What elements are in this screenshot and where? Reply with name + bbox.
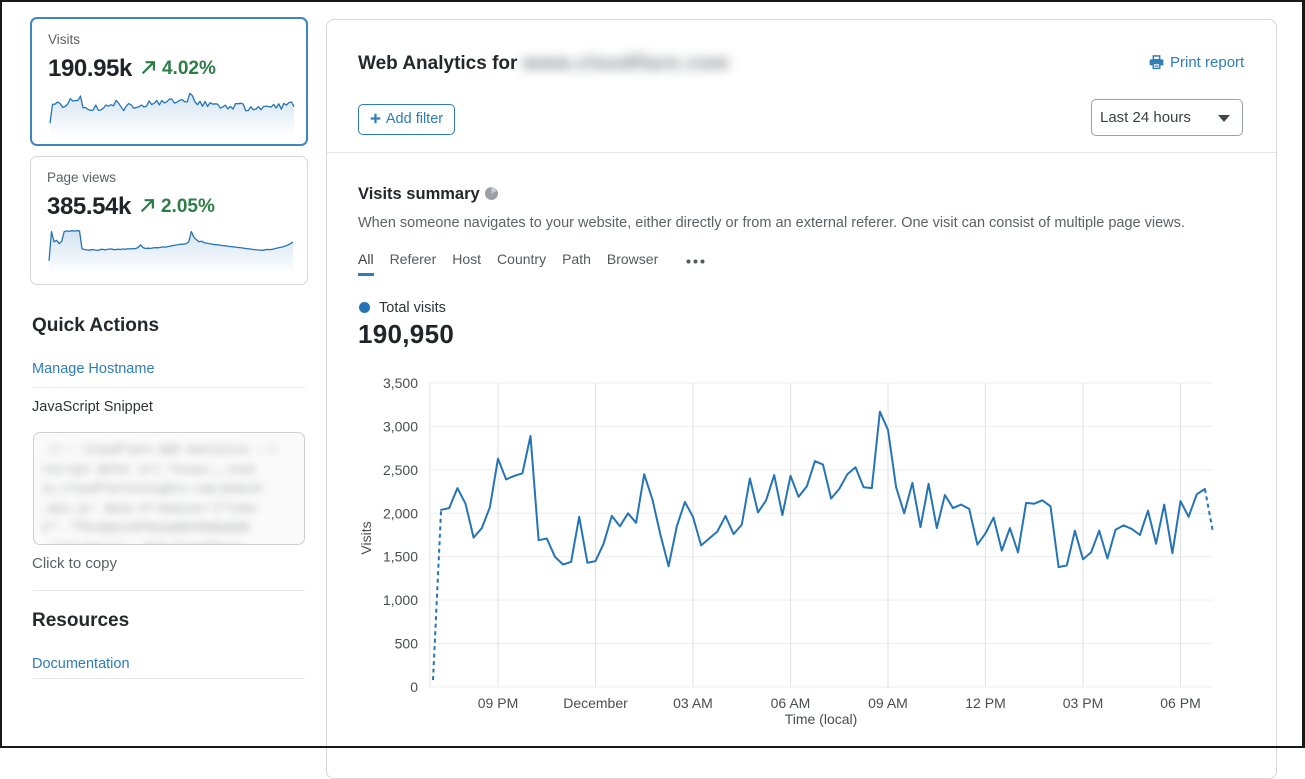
svg-text:03 AM: 03 AM bbox=[673, 695, 713, 711]
svg-text:2,500: 2,500 bbox=[383, 462, 418, 478]
svg-text:06 AM: 06 AM bbox=[771, 695, 811, 711]
svg-text:Time (local): Time (local) bbox=[785, 711, 858, 727]
svg-text:12 PM: 12 PM bbox=[965, 695, 1005, 711]
svg-text:December: December bbox=[563, 695, 628, 711]
svg-text:2,000: 2,000 bbox=[383, 505, 418, 521]
svg-text:06 PM: 06 PM bbox=[1160, 695, 1200, 711]
svg-text:09 PM: 09 PM bbox=[478, 695, 518, 711]
svg-text:3,500: 3,500 bbox=[383, 375, 418, 391]
svg-text:1,500: 1,500 bbox=[383, 549, 418, 565]
svg-text:1,000: 1,000 bbox=[383, 592, 418, 608]
svg-text:500: 500 bbox=[395, 636, 419, 652]
svg-text:0: 0 bbox=[410, 679, 418, 695]
svg-text:3,000: 3,000 bbox=[383, 418, 418, 434]
svg-text:Visits: Visits bbox=[358, 521, 374, 554]
svg-text:03 PM: 03 PM bbox=[1063, 695, 1103, 711]
svg-text:09 AM: 09 AM bbox=[868, 695, 908, 711]
